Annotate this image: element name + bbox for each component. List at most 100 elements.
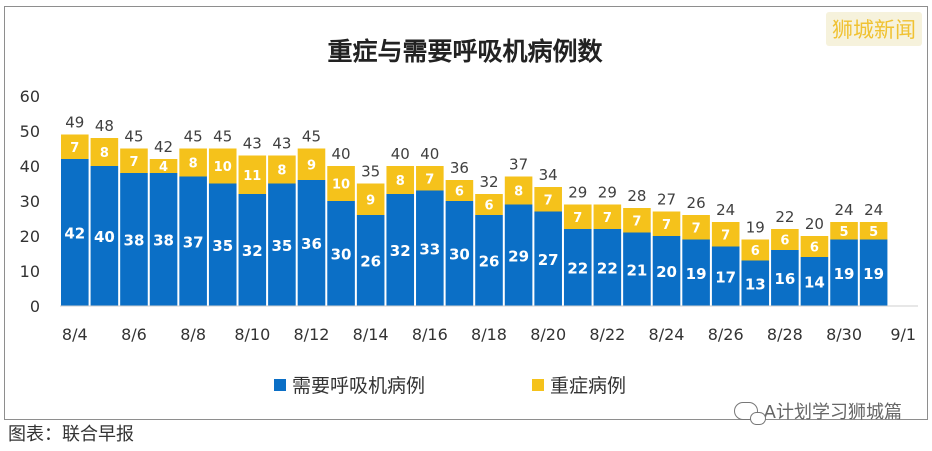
x-tick-label: 8/30 [826,325,862,344]
data-label-severe: 9 [307,158,316,173]
data-label-ventilator: 16 [774,270,795,288]
bar-severe [859,222,888,240]
data-label-severe: 4 [159,160,168,175]
x-tick-label: 8/10 [234,325,270,344]
data-label-ventilator: 14 [804,274,825,292]
x-tick-label: 8/12 [294,325,330,344]
bar-ventilator [504,204,533,306]
data-label-ventilator: 21 [626,261,647,279]
bar-severe [208,148,237,184]
data-label-total: 19 [746,219,765,237]
chart-title: 重症与需要呼吸机病例数 [327,37,603,66]
x-tick-label: 8/26 [708,325,744,344]
data-label-ventilator: 38 [153,232,174,250]
data-label-severe: 6 [751,244,760,259]
legend-swatch-ventilator [274,379,286,391]
wechat-watermark: A计划学习狮城篇 [733,398,902,425]
data-label-severe: 7 [70,141,79,156]
legend-label-severe: 重症病例 [550,375,626,397]
x-axis: 8/4 8/6 8/8 8/10 8/12 8/14 8/16 8/18 8/20 8/22 8/2… [60,305,918,344]
bar-ventilator [711,246,740,306]
bar-severe [593,204,622,229]
bar-severe [682,215,710,240]
bar-severe [711,222,740,247]
bar-ventilator [623,232,651,306]
data-label-ventilator: 13 [745,275,766,293]
data-label-ventilator: 32 [390,242,411,260]
x-tick-label: 9/1 [890,325,916,344]
data-label-total: 22 [775,208,794,226]
bar-severe [800,236,829,257]
data-label-severe: 8 [514,185,523,200]
bar-ventilator [859,239,888,306]
data-label-ventilator: 30 [331,246,352,264]
wechat-account-name: A计划学习狮城篇 [763,402,902,423]
x-tick-label: 8/20 [530,325,566,344]
data-label-ventilator: 40 [94,228,115,246]
bars-group: 42 7 49 40 8 48 38 7 45 38 4 42 37 8 45 35 10 45 32 11 43 35 8… [61,114,888,306]
bar-ventilator [90,166,119,306]
data-label-total: 40 [332,145,351,163]
bar-ventilator [356,215,385,306]
data-label-severe: 7 [544,193,553,208]
data-label-ventilator: 26 [479,253,500,271]
data-label-ventilator: 22 [567,260,588,278]
bar-severe [416,166,444,191]
data-label-ventilator: 22 [597,260,618,278]
data-label-total: 40 [391,145,410,163]
y-tick-label: 10 [20,262,40,281]
bar-ventilator [416,190,444,306]
source-badge: 狮城新闻 [826,12,922,46]
data-label-total: 24 [864,201,883,219]
data-label-severe: 7 [662,218,671,233]
data-label-severe: 6 [810,241,819,256]
x-tick-label: 8/28 [767,325,803,344]
bar-ventilator [475,215,503,306]
bar-severe [238,155,267,194]
wechat-icon [733,402,766,425]
data-label-total: 45 [213,128,232,146]
bar-severe [327,166,355,201]
bar-ventilator [208,183,237,306]
data-label-total: 43 [272,135,291,153]
legend-swatch-severe [532,379,544,391]
data-label-severe: 5 [840,225,849,240]
data-label-ventilator: 38 [124,232,145,250]
data-label-severe: 8 [277,164,286,179]
bar-severe [771,229,799,250]
bar-ventilator [179,176,207,306]
data-label-severe: 9 [366,193,375,208]
data-label-ventilator: 37 [183,233,204,251]
x-tick-label: 8/22 [589,325,625,344]
bar-ventilator [771,250,799,306]
data-label-ventilator: 19 [863,265,884,283]
bar-severe [534,187,562,212]
y-tick-label: 40 [20,157,40,176]
data-label-severe: 7 [129,155,138,170]
bar-ventilator [445,201,474,306]
bar-severe [563,204,592,229]
bar-ventilator [652,236,681,306]
bar-ventilator [682,239,710,306]
data-label-total: 28 [627,187,646,205]
bar-ventilator [563,229,592,306]
data-label-total: 34 [539,166,558,184]
bar-severe [475,194,503,215]
data-label-total: 45 [184,128,203,146]
bar-ventilator [800,257,829,306]
data-label-ventilator: 19 [834,265,855,283]
data-label-total: 27 [657,191,676,209]
bar-ventilator [149,173,178,306]
data-label-total: 48 [95,117,114,135]
data-label-ventilator: 27 [538,251,559,269]
bar-ventilator [268,183,296,306]
x-tick-label: 8/16 [412,325,448,344]
y-tick-label: 60 [20,87,40,106]
data-label-total: 49 [65,114,84,132]
data-label-severe: 8 [100,146,109,161]
bar-ventilator [120,173,148,306]
data-label-severe: 7 [721,228,730,243]
data-label-severe: 6 [455,185,464,200]
bar-ventilator [830,239,858,306]
